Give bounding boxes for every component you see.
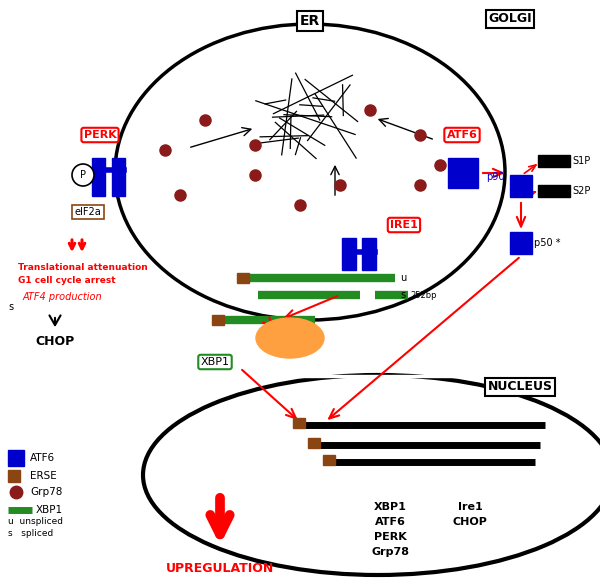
FancyBboxPatch shape xyxy=(140,375,600,377)
Text: Grp78: Grp78 xyxy=(30,487,62,497)
Text: ATF6: ATF6 xyxy=(446,130,478,140)
Text: s: s xyxy=(400,290,405,300)
Text: p50 *: p50 * xyxy=(534,238,560,248)
Text: P: P xyxy=(80,170,86,180)
Text: 252bp: 252bp xyxy=(410,291,437,300)
FancyBboxPatch shape xyxy=(92,158,105,196)
FancyBboxPatch shape xyxy=(448,158,478,188)
Text: UPREGULATION: UPREGULATION xyxy=(166,562,274,575)
Text: ATF4 production: ATF4 production xyxy=(23,292,103,302)
FancyBboxPatch shape xyxy=(538,155,570,167)
FancyBboxPatch shape xyxy=(237,273,249,283)
Text: p90: p90 xyxy=(487,172,505,182)
Text: ERSE: ERSE xyxy=(30,471,57,481)
Text: XBP1: XBP1 xyxy=(374,502,406,512)
FancyBboxPatch shape xyxy=(510,175,532,197)
Text: Grp78: Grp78 xyxy=(371,547,409,557)
FancyBboxPatch shape xyxy=(112,158,125,196)
Text: GOLGI: GOLGI xyxy=(488,12,532,25)
Text: s   spliced: s spliced xyxy=(8,529,53,538)
Text: CHOP: CHOP xyxy=(452,517,487,527)
FancyBboxPatch shape xyxy=(342,238,356,270)
Text: eIF2a: eIF2a xyxy=(74,207,101,217)
FancyBboxPatch shape xyxy=(362,238,376,270)
Text: ATF6: ATF6 xyxy=(30,453,55,463)
Text: ER: ER xyxy=(300,14,320,28)
FancyBboxPatch shape xyxy=(538,185,570,197)
Text: G1 cell cycle arrest: G1 cell cycle arrest xyxy=(18,276,116,285)
Text: XBP1: XBP1 xyxy=(36,505,63,515)
FancyBboxPatch shape xyxy=(308,438,320,448)
Text: NUCLEUS: NUCLEUS xyxy=(487,380,553,393)
FancyBboxPatch shape xyxy=(293,418,305,428)
Ellipse shape xyxy=(256,318,324,358)
Text: u  unspliced: u unspliced xyxy=(8,517,63,526)
Text: IRE1: IRE1 xyxy=(390,220,418,230)
Text: Translational attenuation: Translational attenuation xyxy=(18,263,148,272)
Text: PERK: PERK xyxy=(374,532,406,542)
Text: PERK: PERK xyxy=(83,130,116,140)
FancyBboxPatch shape xyxy=(8,450,24,466)
Text: CHOP: CHOP xyxy=(35,335,74,348)
Text: XBP1: XBP1 xyxy=(200,357,229,367)
FancyBboxPatch shape xyxy=(323,455,335,465)
FancyBboxPatch shape xyxy=(510,232,532,254)
Text: Ire1: Ire1 xyxy=(458,502,482,512)
Circle shape xyxy=(72,164,94,186)
Text: u: u xyxy=(400,273,406,283)
Text: S1P: S1P xyxy=(572,156,590,166)
FancyBboxPatch shape xyxy=(8,470,20,482)
Text: s: s xyxy=(8,302,13,312)
FancyBboxPatch shape xyxy=(212,315,224,325)
Text: ATF6: ATF6 xyxy=(374,517,406,527)
Text: S2P: S2P xyxy=(572,186,590,196)
